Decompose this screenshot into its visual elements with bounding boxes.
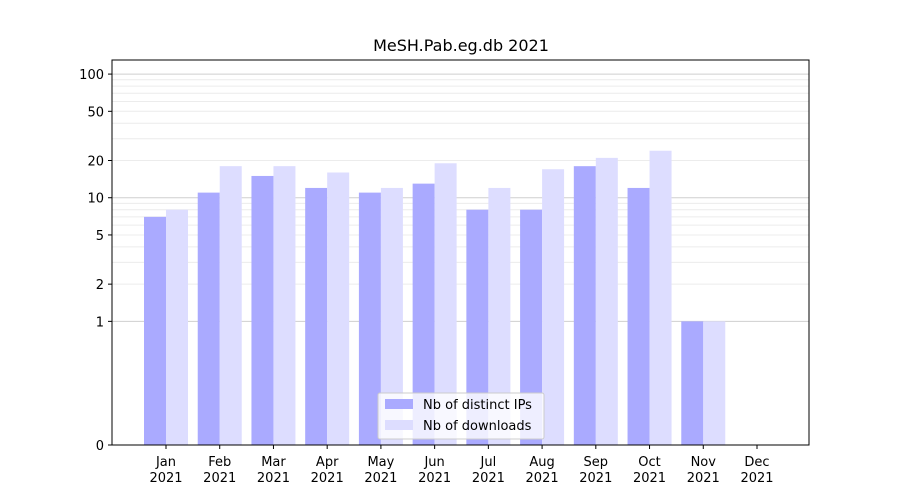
x-tick-label-month: Jan bbox=[155, 455, 176, 470]
bar bbox=[380, 187, 403, 445]
y-tick-label: 1 bbox=[96, 315, 104, 330]
y-tick-label: 2 bbox=[96, 278, 104, 293]
bar bbox=[327, 172, 350, 446]
bar bbox=[703, 321, 726, 445]
y-tick-label: 5 bbox=[96, 229, 104, 244]
x-tick-label-month: Oct bbox=[638, 455, 660, 470]
bars bbox=[144, 150, 726, 446]
x-tick-label-month: Jul bbox=[480, 455, 497, 470]
bar bbox=[649, 150, 672, 445]
legend-label-distinct-ips: Nb of distinct IPs bbox=[423, 398, 532, 413]
chart-title: MeSH.Pab.eg.db 2021 bbox=[373, 36, 549, 55]
legend-box bbox=[377, 392, 545, 440]
bar bbox=[273, 166, 296, 445]
x-tick-label-year: 2021 bbox=[364, 471, 397, 486]
x-tick-label-month: Mar bbox=[261, 455, 286, 470]
x-tick-label-year: 2021 bbox=[633, 471, 666, 486]
x-tick-label-year: 2021 bbox=[203, 471, 236, 486]
bar bbox=[542, 169, 565, 445]
bar bbox=[488, 187, 511, 445]
x-tick-label-month: Apr bbox=[316, 455, 339, 470]
bar bbox=[681, 321, 704, 445]
bar bbox=[573, 166, 596, 445]
bar bbox=[305, 187, 328, 445]
x-tick-label-month: Sep bbox=[584, 455, 609, 470]
x-tick-label-year: 2021 bbox=[740, 471, 773, 486]
x-tick-label-year: 2021 bbox=[418, 471, 451, 486]
bar bbox=[466, 209, 489, 445]
x-tick-label-year: 2021 bbox=[526, 471, 559, 486]
bar bbox=[251, 175, 274, 445]
x-tick-label-year: 2021 bbox=[311, 471, 344, 486]
y-tick-label: 100 bbox=[79, 68, 104, 83]
x-tick-label-year: 2021 bbox=[579, 471, 612, 486]
bar bbox=[144, 216, 166, 445]
x-tick-label-year: 2021 bbox=[149, 471, 182, 486]
legend: Nb of distinct IPs Nb of downloads bbox=[377, 392, 545, 440]
bar bbox=[219, 166, 242, 445]
y-tick-label: 20 bbox=[87, 155, 104, 170]
x-tick-label-year: 2021 bbox=[687, 471, 720, 486]
x-axis: Jan2021Feb2021Mar2021Apr2021May2021Jun20… bbox=[149, 445, 774, 486]
y-axis: 0 1 2 5 10 20 50 100 bbox=[79, 68, 112, 454]
y-tick-label: 10 bbox=[87, 192, 104, 207]
y-tick-label: 0 bbox=[96, 439, 104, 454]
bar bbox=[166, 209, 188, 445]
legend-label-downloads: Nb of downloads bbox=[423, 419, 532, 434]
bar bbox=[197, 192, 220, 445]
bar bbox=[595, 157, 618, 446]
bar bbox=[358, 192, 381, 445]
x-tick-label-month: Aug bbox=[529, 455, 554, 470]
x-tick-label-year: 2021 bbox=[257, 471, 290, 486]
x-tick-label-month: Nov bbox=[691, 455, 717, 470]
x-tick-label-year: 2021 bbox=[472, 471, 505, 486]
bar bbox=[412, 183, 435, 445]
y-tick-label: 50 bbox=[87, 105, 104, 120]
plot-frame bbox=[111, 59, 810, 446]
bar bbox=[434, 163, 457, 445]
x-tick-label-month: Jun bbox=[423, 455, 444, 470]
bar bbox=[627, 187, 650, 445]
x-tick-label-month: Dec bbox=[744, 455, 769, 470]
legend-swatch-downloads bbox=[385, 420, 413, 430]
bar bbox=[520, 209, 543, 445]
legend-swatch-distinct-ips bbox=[385, 399, 413, 409]
x-tick-label-month: May bbox=[367, 455, 394, 470]
x-tick-label-month: Feb bbox=[208, 455, 231, 470]
